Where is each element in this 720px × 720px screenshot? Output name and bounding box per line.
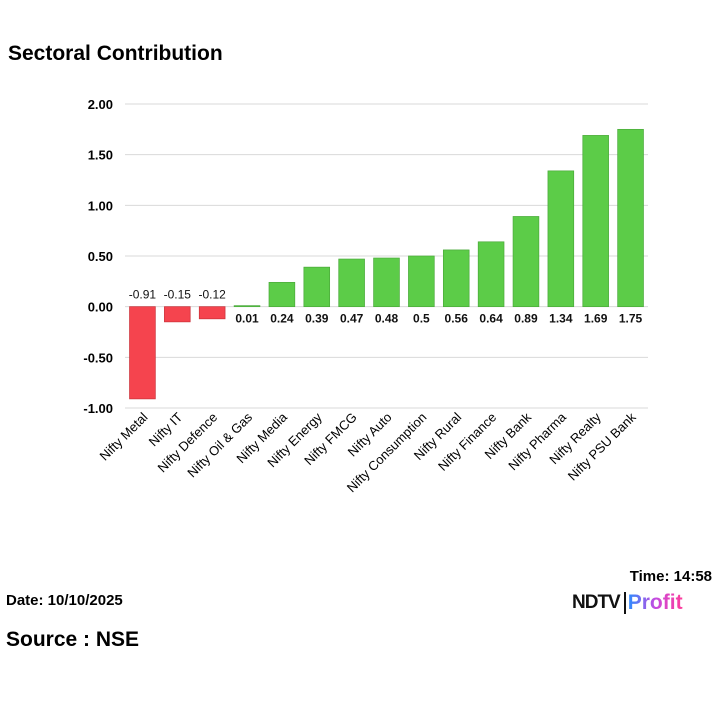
y-tick-label: 0.50 [88, 249, 113, 264]
data-label: 0.47 [340, 312, 364, 326]
time-label: Time: 14:58 [629, 568, 712, 585]
data-label: -0.12 [198, 288, 226, 302]
data-label: 1.69 [584, 312, 608, 326]
bar [338, 258, 365, 308]
ndtv-profit-logo: NDTV Profit [572, 591, 683, 615]
bar [198, 306, 226, 320]
data-label: -0.91 [129, 288, 157, 302]
data-label: 0.5 [413, 312, 430, 326]
data-label: 1.34 [549, 312, 573, 326]
data-label: -0.15 [164, 288, 192, 302]
y-tick-label: 0.00 [88, 300, 113, 315]
bar [512, 216, 540, 308]
data-label: 0.56 [445, 312, 469, 326]
date-label: Date: 10/10/2025 [6, 592, 123, 609]
bar-chart: 2.00 1.50 1.00 0.50 0.00 -0.50 -1.00 -0.91 Nifty… [83, 97, 648, 495]
bar [442, 249, 470, 308]
data-label: 0.89 [514, 312, 538, 326]
bar [129, 306, 156, 400]
logo-profit: Profit [627, 591, 683, 614]
y-tick-label: 1.00 [88, 198, 113, 213]
data-label: 1.75 [619, 312, 643, 326]
data-label: 0.01 [235, 312, 259, 326]
source-label: Source : NSE [6, 628, 140, 651]
y-tick-label: 2.00 [88, 97, 113, 112]
bar [164, 306, 191, 323]
bar [617, 128, 644, 308]
x-tick-label: Nifty Metal [97, 409, 151, 463]
bar [373, 257, 400, 308]
chart-title: Sectoral Contribution [8, 42, 223, 65]
logo-separator [623, 592, 626, 614]
bar [268, 281, 296, 308]
data-label: 0.48 [375, 312, 399, 326]
bar [547, 170, 575, 308]
bar [303, 266, 331, 308]
bar [582, 135, 609, 308]
data-label: 0.24 [270, 312, 294, 326]
y-tick-label: -0.50 [83, 350, 113, 365]
bar [477, 241, 505, 308]
bar [233, 305, 261, 308]
y-tick-label: -1.00 [83, 401, 113, 416]
bar [408, 255, 435, 308]
logo-ndtv: NDTV [572, 592, 622, 614]
data-label: 0.64 [479, 312, 503, 326]
data-label: 0.39 [305, 312, 329, 326]
y-tick-label: 1.50 [88, 148, 113, 163]
